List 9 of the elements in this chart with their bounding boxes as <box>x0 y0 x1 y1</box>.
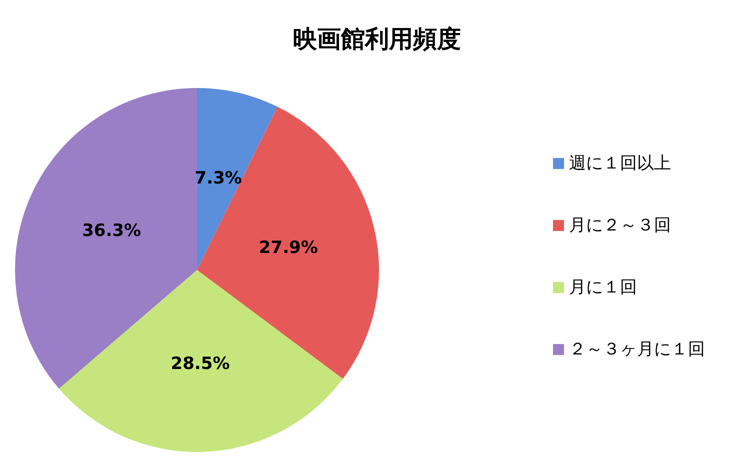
data-label: 36.3% <box>82 220 142 241</box>
legend-label: ２～３ヶ月に１回 <box>569 340 705 360</box>
legend-label: 月に１回 <box>569 278 637 298</box>
chart-title: 映画館利用頻度 <box>293 25 461 53</box>
legend-label: 週に１回以上 <box>569 154 671 174</box>
legend-label: 月に２～３回 <box>569 216 671 236</box>
data-label: 7.3% <box>194 168 242 188</box>
data-label: 28.5% <box>170 354 230 374</box>
data-label: 27.9% <box>258 238 318 258</box>
